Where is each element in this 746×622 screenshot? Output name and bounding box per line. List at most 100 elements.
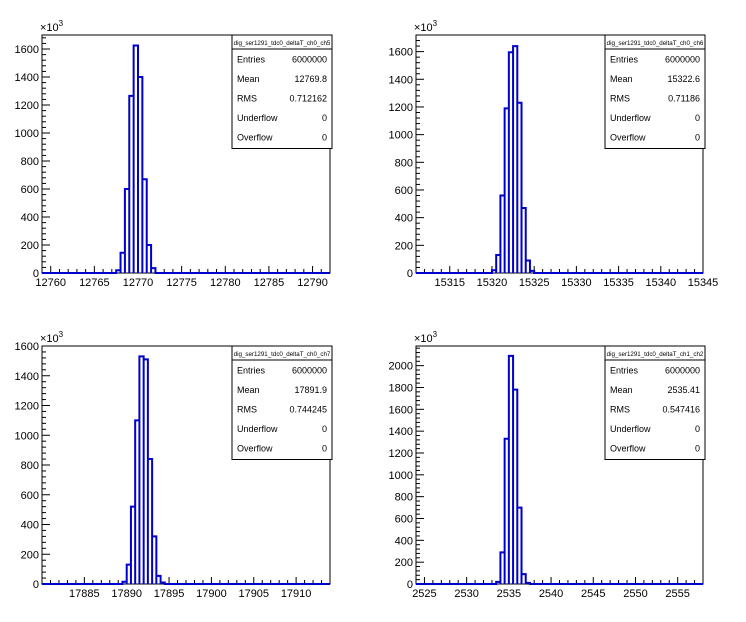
x-tick-label: 17900 — [196, 588, 227, 600]
y-tick-label: 1800 — [389, 382, 413, 394]
x-tick-label: 2530 — [454, 588, 478, 600]
stats-box-frame — [231, 34, 333, 149]
stats-row-value: 0.712162 — [289, 94, 327, 104]
x-tick-label: 2540 — [539, 588, 563, 600]
y-tick-label: 1600 — [389, 404, 413, 416]
stats-row-value: 0 — [695, 133, 700, 143]
x-tick-label: 15320 — [477, 277, 508, 289]
y-tick-label: 1000 — [15, 430, 39, 442]
y-exponent-label: ×103 — [414, 330, 438, 345]
x-tick-label: 15315 — [434, 277, 465, 289]
x-tick-label: 2550 — [623, 588, 647, 600]
stats-box: dig_ser1291_tdc0_deltaT_ch0_ch7 Entries 60… — [231, 345, 333, 460]
stats-row-label: Mean — [610, 385, 633, 395]
stats-row-label: Entries — [237, 55, 266, 65]
x-tick-label: 15325 — [519, 277, 550, 289]
stats-row-value: 0.547416 — [662, 405, 700, 415]
stats-row-value: 6000000 — [292, 55, 327, 65]
y-tick-label: 600 — [21, 184, 39, 196]
y-tick-label: 1600 — [15, 44, 39, 56]
stats-box: dig_ser1291_tdc0_deltaT_ch0_ch5 Entries 60… — [231, 34, 333, 149]
stats-row-value: 2535.41 — [667, 385, 700, 395]
y-exponent-label: ×103 — [40, 19, 64, 34]
y-tick-label: 1000 — [15, 128, 39, 140]
y-tick-label: 800 — [21, 156, 39, 168]
y-tick-label: 600 — [395, 513, 413, 525]
y-tick-label: 0 — [407, 579, 413, 591]
x-tick-label: 2555 — [665, 588, 689, 600]
stats-row-label: RMS — [610, 405, 630, 415]
stats-row-label: Underflow — [610, 113, 651, 123]
histogram-panel-3: 17885 17890 17895 17900 17905 17910 0 200 400 600… — [15, 330, 333, 600]
stats-row-value: 6000000 — [292, 366, 327, 376]
stats-row-value: 17891.9 — [294, 385, 327, 395]
stats-row-value: 0 — [695, 444, 700, 454]
y-tick-label: 1600 — [389, 47, 413, 59]
stats-title: dig_ser1291_tdc0_deltaT_ch1_ch2 — [607, 351, 704, 358]
y-tick-label: 400 — [395, 213, 413, 225]
histogram-series — [42, 355, 330, 585]
y-tick-label: 1200 — [15, 100, 39, 112]
stats-box: dig_ser1291_tdc0_deltaT_ch0_ch6 Entries 60… — [604, 34, 706, 149]
y-tick-label: 400 — [395, 535, 413, 547]
histogram-panel-1: 12760 12765 12770 12775 12780 12785 12790 0 200 4… — [15, 19, 333, 289]
y-tick-label: 800 — [395, 157, 413, 169]
x-tick-label: 12760 — [35, 277, 66, 289]
stats-title: dig_ser1291_tdc0_deltaT_ch0_ch6 — [607, 40, 704, 47]
x-tick-label: 15335 — [603, 277, 634, 289]
y-tick-label: 200 — [395, 557, 413, 569]
stats-title: dig_ser1291_tdc0_deltaT_ch0_ch5 — [234, 40, 331, 47]
x-tick-label: 12775 — [166, 277, 197, 289]
x-tick-label: 17910 — [281, 588, 312, 600]
y-tick-label: 1200 — [389, 448, 413, 460]
x-tick-label: 12770 — [123, 277, 154, 289]
y-tick-label: 1400 — [15, 72, 39, 84]
stats-row-value: 0 — [322, 424, 327, 434]
x-tick-label: 2545 — [581, 588, 605, 600]
x-tick-label: 2525 — [412, 588, 436, 600]
stats-row-value: 0 — [322, 133, 327, 143]
y-tick-label: 600 — [21, 490, 39, 502]
y-tick-label: 1200 — [15, 401, 39, 413]
y-exponent-label: ×103 — [40, 330, 64, 345]
stats-row-label: Mean — [237, 385, 260, 395]
y-tick-label: 200 — [21, 240, 39, 252]
y-tick-label: 1000 — [389, 130, 413, 142]
stats-row-value: 6000000 — [665, 55, 700, 65]
stats-row-value: 0.744245 — [289, 405, 327, 415]
histogram-series — [42, 44, 330, 274]
histogram-series — [416, 354, 703, 585]
x-tick-label: 17895 — [154, 588, 185, 600]
stats-row-value: 0 — [695, 113, 700, 123]
x-tick-label: 2535 — [497, 588, 521, 600]
stats-row-label: Mean — [610, 74, 633, 84]
histogram-panel-2: 15315 15320 15325 15330 15335 15340 15345 0 200 4… — [389, 19, 719, 289]
x-tick-label: 17885 — [69, 588, 100, 600]
y-tick-label: 0 — [33, 268, 39, 280]
stats-box: dig_ser1291_tdc0_deltaT_ch1_ch2 Entries 60… — [604, 345, 706, 460]
stats-box-frame — [604, 345, 706, 460]
x-tick-label: 17890 — [111, 588, 142, 600]
x-tick-label: 15330 — [561, 277, 592, 289]
y-tick-label: 800 — [21, 460, 39, 472]
stats-row-value: 15322.6 — [667, 74, 700, 84]
y-tick-label: 600 — [395, 185, 413, 197]
y-tick-label: 1200 — [389, 102, 413, 114]
histogram-panel-4: 2525 2530 2535 2540 2545 2550 2555 0 200 400 600 80… — [389, 330, 706, 600]
stats-row-value: 0 — [322, 113, 327, 123]
stats-row-value: 6000000 — [665, 366, 700, 376]
stats-row-value: 0 — [322, 444, 327, 454]
y-tick-label: 1400 — [15, 371, 39, 383]
stats-row-label: RMS — [610, 94, 630, 104]
stats-row-label: Entries — [237, 366, 266, 376]
y-tick-label: 200 — [395, 240, 413, 252]
x-tick-label: 12785 — [254, 277, 285, 289]
stats-row-label: Overflow — [237, 133, 273, 143]
y-tick-label: 400 — [21, 212, 39, 224]
y-tick-label: 0 — [407, 268, 413, 280]
stats-row-label: Underflow — [610, 424, 651, 434]
stats-row-value: 12769.8 — [294, 74, 327, 84]
y-tick-label: 1000 — [389, 470, 413, 482]
x-tick-label: 15345 — [688, 277, 719, 289]
